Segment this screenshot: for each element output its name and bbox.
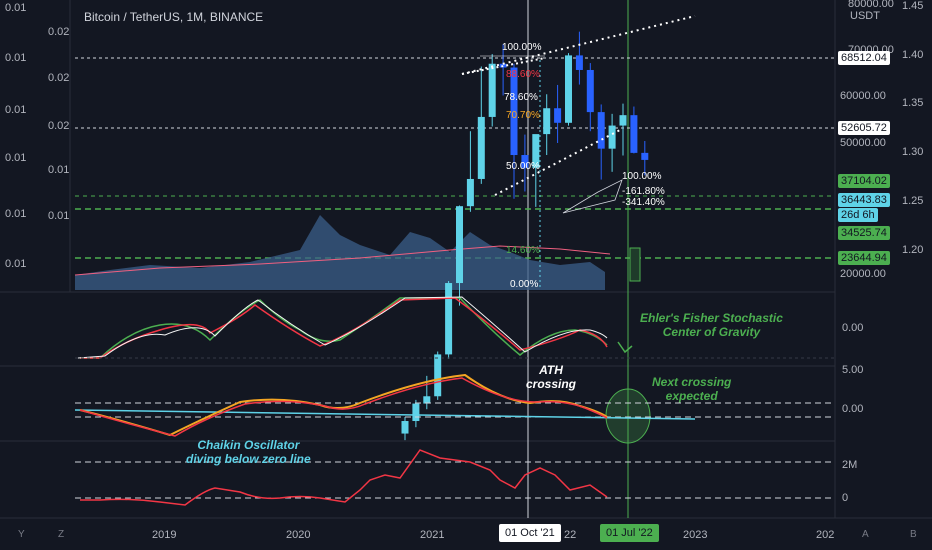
projection-box — [629, 247, 641, 282]
far-axis-label: 1.35 — [902, 97, 924, 109]
time-label-2024: 202 — [816, 529, 835, 541]
osc3-axis-label: 2M — [842, 459, 858, 471]
osc3-axis-label: 0 — [842, 492, 849, 504]
ath-annotation: ATH crossing — [526, 363, 577, 391]
candle-body — [401, 421, 409, 434]
left-axis-label: 0.01 — [5, 258, 27, 270]
candle-body — [641, 152, 649, 160]
candle-body — [412, 403, 420, 422]
z-button[interactable]: Z — [58, 529, 65, 540]
left-axis-label: 0.01 — [5, 52, 27, 64]
price-tag-23644: 23644.94 — [838, 251, 890, 265]
left-axis-label: 0.01 — [5, 104, 27, 116]
fib-label-50: 50.00% — [506, 161, 540, 172]
price-tag-37104: 37104.02 — [838, 174, 890, 188]
countdown-tag: 26d 6h — [838, 208, 878, 222]
time-label-2019: 2019 — [152, 529, 177, 541]
left-axis-label: 0.01 — [48, 210, 70, 222]
volume-area — [75, 215, 605, 290]
chaikin-annotation: Chaikin Oscillator diving below zero line — [186, 438, 311, 466]
ext-label-1618: -161.80% — [622, 186, 665, 197]
fib-label-707: 70.70% — [506, 110, 540, 121]
far-axis-label: 1.25 — [902, 195, 924, 207]
ehler-annotation: Ehler's Fisher Stochastic Center of Gravi… — [640, 311, 783, 339]
far-axis-label: 1.30 — [902, 146, 924, 158]
price-tag-34525: 34525.74 — [838, 226, 890, 240]
fisher-line-white — [77, 296, 608, 359]
fib-label-146: 14.60% — [506, 245, 540, 256]
candle-body — [434, 354, 442, 397]
candle-body — [630, 115, 638, 153]
price-axis-label: 20000.00 — [840, 268, 886, 280]
candle-body — [586, 69, 594, 113]
left-axis-label: 0.01 — [5, 2, 27, 14]
time-label-2021: 2021 — [420, 529, 445, 541]
auto-scale-button[interactable]: A — [862, 529, 869, 540]
currency-label: USDT — [850, 10, 880, 22]
candle-body — [445, 283, 453, 355]
fib-label-100: 100.00% — [502, 42, 542, 53]
osc1-axis-label: 0.00 — [842, 322, 864, 334]
candle-body — [554, 108, 562, 123]
price-axis-label: 60000.00 — [840, 90, 886, 102]
candle-body — [619, 115, 627, 126]
far-axis-label: 1.40 — [902, 49, 924, 61]
candle-body — [488, 63, 496, 117]
candlestick-series[interactable] — [401, 31, 649, 441]
far-axis-label: 1.45 — [902, 0, 924, 12]
price-tag-52605: 52605.72 — [838, 121, 890, 135]
price-axis-label: 80000.00 — [848, 0, 894, 10]
left-axis-label: 0.01 — [5, 152, 27, 164]
fib-extension-shape — [562, 179, 623, 214]
y-axis-button[interactable]: Y — [18, 529, 25, 540]
fib-label-0: 0.00% — [510, 279, 539, 290]
ext-label-3414: -341.40% — [622, 197, 665, 208]
left-axis-label: 0.02 — [48, 120, 70, 132]
chart-title: Bitcoin / TetherUS, 1M, BINANCE — [84, 10, 264, 24]
left-axis-label: 0.01 — [48, 164, 70, 176]
fib-100-line — [461, 57, 546, 75]
fib-label-786: 78.60% — [504, 92, 538, 103]
price-tag-68512: 68512.04 — [838, 51, 890, 65]
candle-body — [543, 108, 551, 135]
candle-body — [608, 125, 616, 149]
time-label-2023: 2023 — [683, 529, 708, 541]
osc2-axis-label: 0.00 — [842, 403, 864, 415]
time-label-2020: 2020 — [286, 529, 311, 541]
candle-body — [597, 112, 605, 149]
fisher-line-red — [80, 297, 608, 359]
b-button[interactable]: B — [910, 529, 917, 540]
candle-body — [565, 55, 572, 123]
far-axis-label: 1.20 — [902, 244, 924, 256]
price-tag-current: 36443.83 — [838, 193, 890, 207]
next-crossing-ellipse — [605, 388, 651, 444]
left-axis-label: 0.02 — [48, 72, 70, 84]
candle-body — [575, 55, 583, 70]
candle-body — [521, 155, 529, 168]
ext-label-100: 100.00% — [622, 171, 662, 182]
candle-body — [456, 206, 463, 284]
osc2-line-red — [79, 377, 608, 437]
candle-body — [477, 116, 485, 179]
candle-body — [466, 178, 474, 207]
fib-label-886: 88.60% — [506, 69, 540, 80]
left-axis-label: 0.01 — [5, 208, 27, 220]
candle-body — [423, 396, 431, 404]
next-crossing-annotation: Next crossing expected — [652, 375, 732, 403]
osc2-trendline — [74, 409, 696, 420]
osc2-axis-label: 5.00 — [842, 364, 864, 376]
candle-body — [510, 67, 518, 156]
candle-body — [532, 134, 540, 168]
volume-ma-line — [74, 245, 611, 276]
time-label-2022: 22 — [564, 529, 577, 541]
time-highlight-target: 01 Jul '22 — [600, 524, 659, 542]
upper-trendline — [461, 15, 696, 75]
chaikin-line — [80, 449, 608, 506]
left-axis-label: 0.02 — [48, 26, 70, 38]
time-highlight-ath: 01 Oct '21 — [499, 524, 561, 542]
price-axis-label: 50000.00 — [840, 137, 886, 149]
arrow-icon — [617, 341, 633, 354]
